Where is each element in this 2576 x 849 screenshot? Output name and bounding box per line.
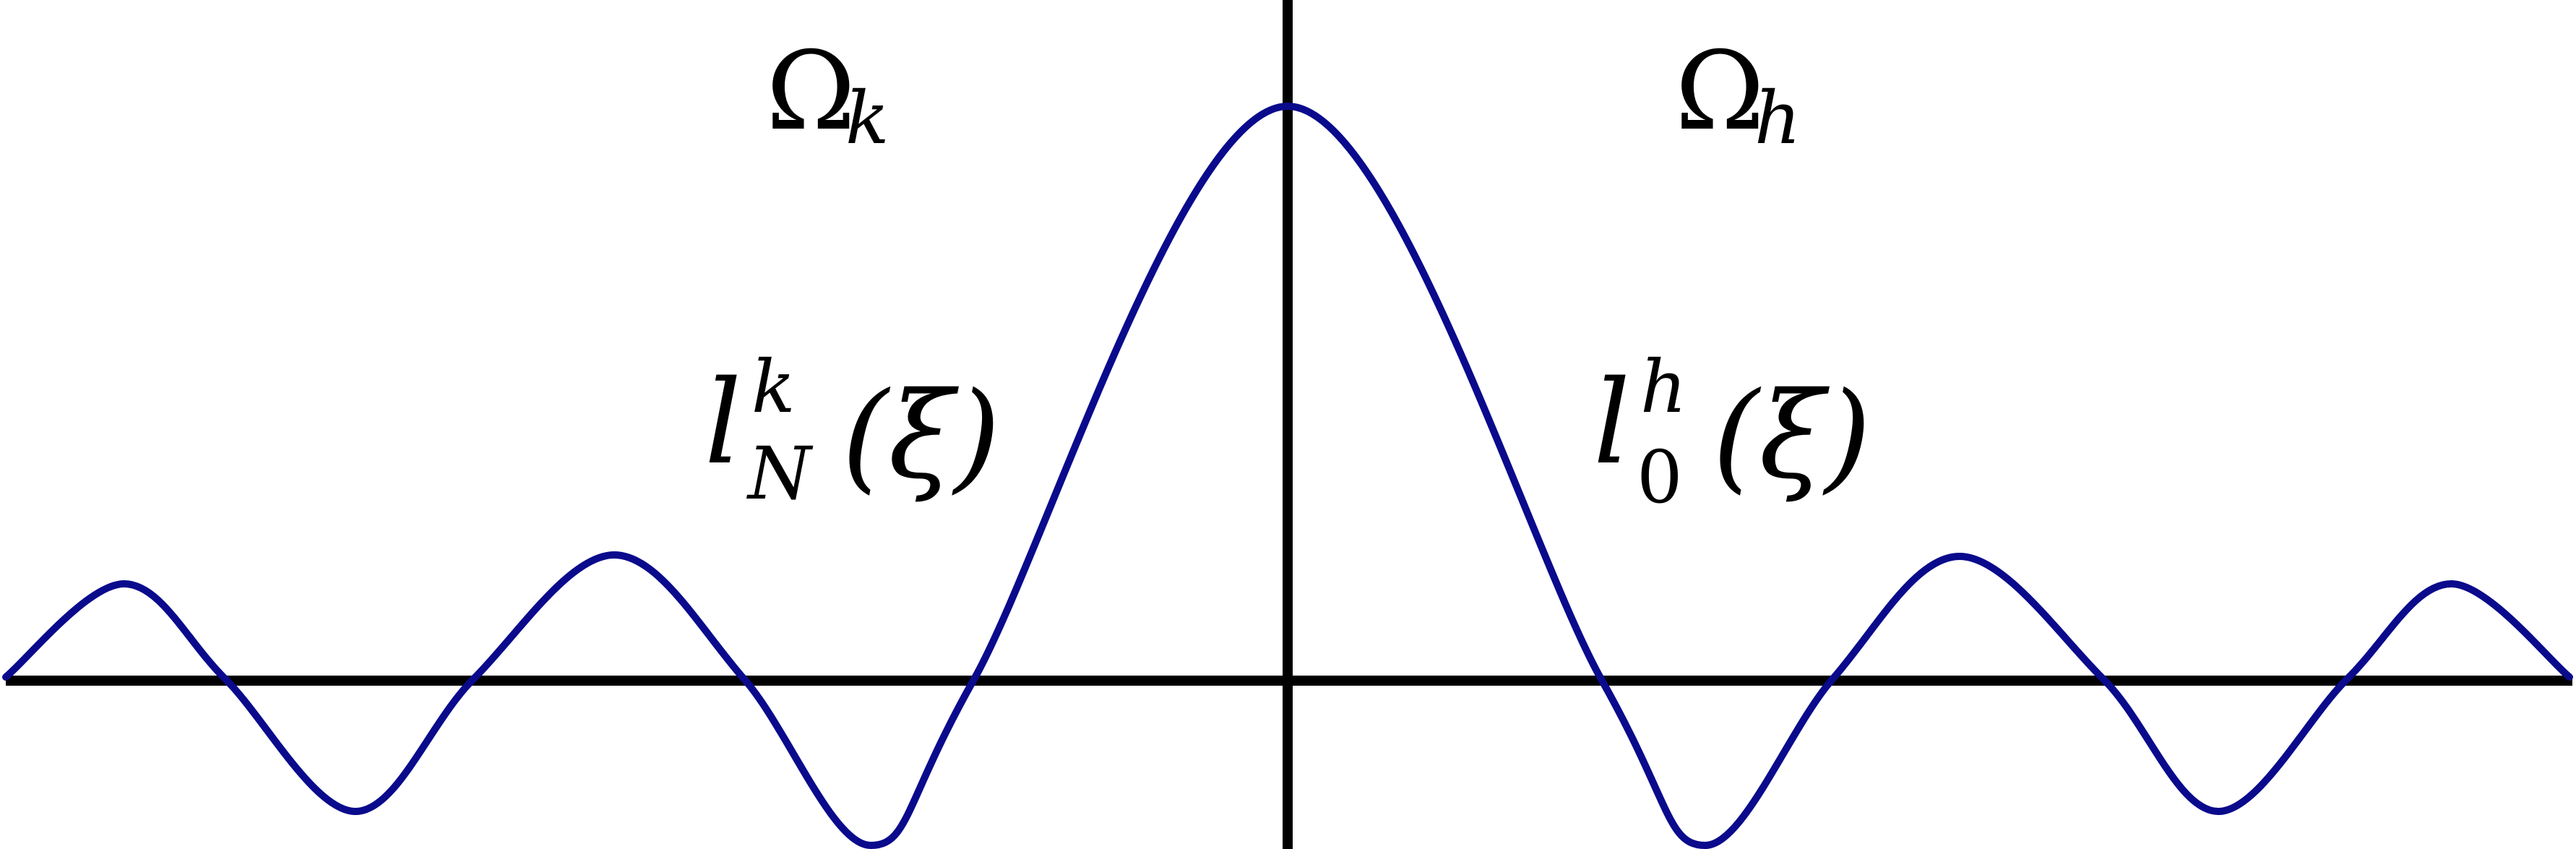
lagrange-basis-curve: [2, 103, 2573, 849]
omega-k-symbol: Ω: [766, 29, 856, 155]
left-basis-subscript: N: [746, 431, 814, 516]
omega-k-subscript: k: [845, 76, 889, 160]
right-basis-superscript: h: [1640, 345, 1687, 429]
left-basis-superscript: k: [751, 345, 796, 429]
omega-h-subscript: h: [1754, 76, 1801, 160]
left-basis-argument: (ξ): [842, 366, 1001, 505]
right-basis-l: l: [1593, 355, 1630, 490]
left-basis-l: l: [705, 355, 741, 490]
right-basis-subscript: 0: [1637, 435, 1683, 520]
omega-h-symbol: Ω: [1675, 29, 1765, 155]
right-basis-argument: (ξ): [1713, 366, 1871, 505]
